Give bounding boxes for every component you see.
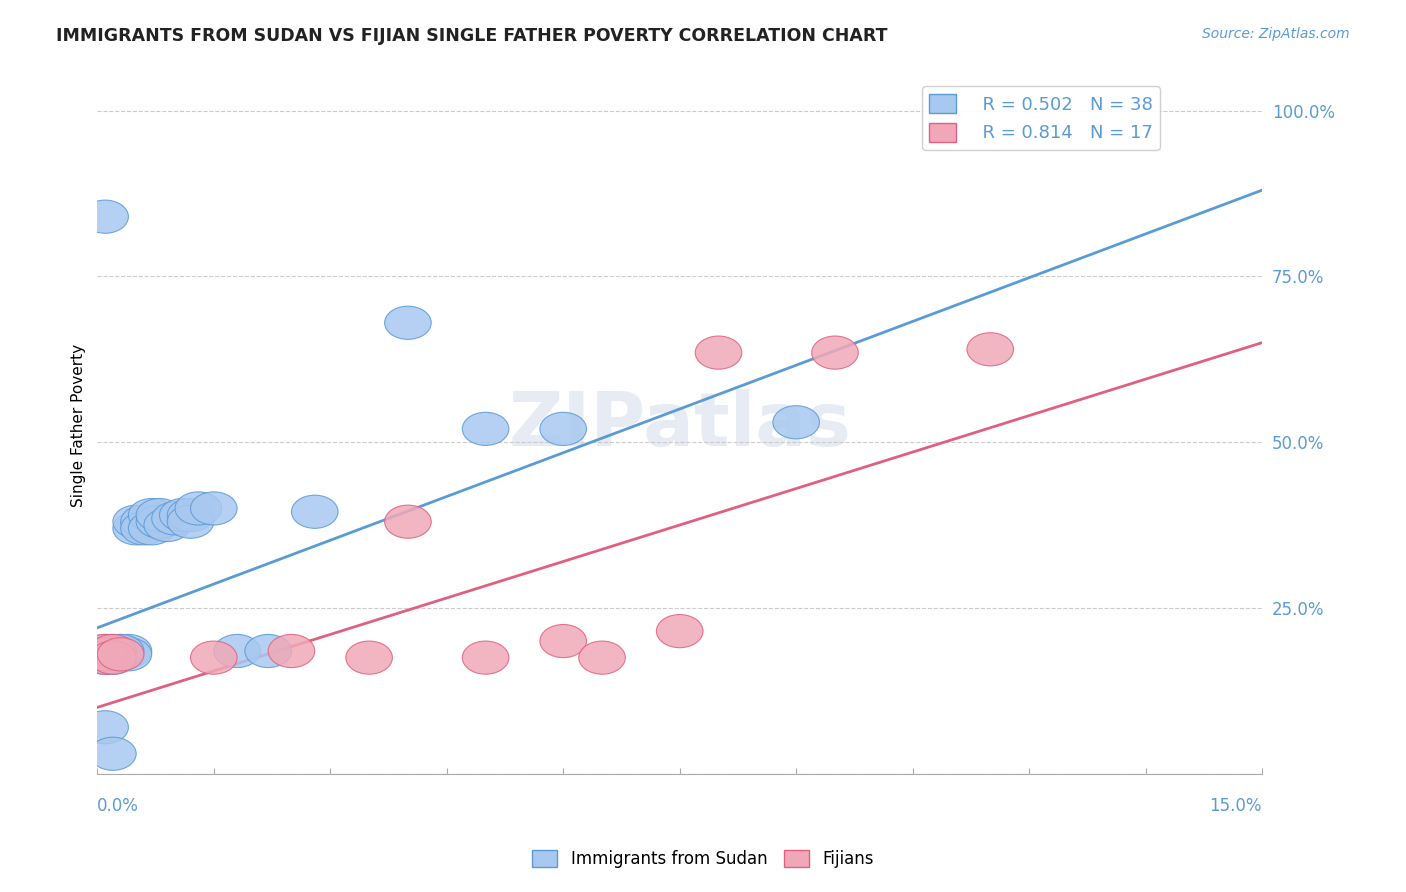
Ellipse shape xyxy=(112,512,159,545)
Ellipse shape xyxy=(97,634,143,667)
Ellipse shape xyxy=(82,634,128,667)
Ellipse shape xyxy=(463,641,509,674)
Ellipse shape xyxy=(121,505,167,538)
Ellipse shape xyxy=(385,306,432,339)
Ellipse shape xyxy=(90,641,136,674)
Ellipse shape xyxy=(97,638,143,671)
Text: IMMIGRANTS FROM SUDAN VS FIJIAN SINGLE FATHER POVERTY CORRELATION CHART: IMMIGRANTS FROM SUDAN VS FIJIAN SINGLE F… xyxy=(56,27,887,45)
Ellipse shape xyxy=(191,491,238,525)
Ellipse shape xyxy=(174,491,222,525)
Ellipse shape xyxy=(82,634,128,667)
Ellipse shape xyxy=(82,641,128,674)
Ellipse shape xyxy=(97,638,143,671)
Ellipse shape xyxy=(136,505,183,538)
Y-axis label: Single Father Poverty: Single Father Poverty xyxy=(72,344,86,508)
Ellipse shape xyxy=(90,737,136,771)
Ellipse shape xyxy=(90,641,136,674)
Ellipse shape xyxy=(112,505,159,538)
Ellipse shape xyxy=(143,508,191,541)
Ellipse shape xyxy=(245,634,291,667)
Ellipse shape xyxy=(159,499,207,532)
Ellipse shape xyxy=(346,641,392,674)
Ellipse shape xyxy=(128,512,174,545)
Ellipse shape xyxy=(540,412,586,445)
Ellipse shape xyxy=(540,624,586,657)
Ellipse shape xyxy=(385,505,432,538)
Ellipse shape xyxy=(579,641,626,674)
Ellipse shape xyxy=(695,336,742,369)
Ellipse shape xyxy=(82,638,128,671)
Ellipse shape xyxy=(269,634,315,667)
Text: 15.0%: 15.0% xyxy=(1209,797,1263,815)
Ellipse shape xyxy=(152,502,198,535)
Legend:   R = 0.502   N = 38,   R = 0.814   N = 17: R = 0.502 N = 38, R = 0.814 N = 17 xyxy=(922,87,1160,150)
Ellipse shape xyxy=(105,634,152,667)
Ellipse shape xyxy=(97,634,143,667)
Ellipse shape xyxy=(82,641,128,674)
Ellipse shape xyxy=(90,641,136,674)
Ellipse shape xyxy=(967,333,1014,366)
Ellipse shape xyxy=(90,634,136,667)
Ellipse shape xyxy=(214,634,260,667)
Ellipse shape xyxy=(291,495,337,528)
Ellipse shape xyxy=(657,615,703,648)
Ellipse shape xyxy=(82,638,128,671)
Ellipse shape xyxy=(136,499,183,532)
Ellipse shape xyxy=(121,512,167,545)
Ellipse shape xyxy=(167,505,214,538)
Ellipse shape xyxy=(167,499,214,532)
Text: 0.0%: 0.0% xyxy=(97,797,139,815)
Ellipse shape xyxy=(191,641,238,674)
Ellipse shape xyxy=(811,336,858,369)
Ellipse shape xyxy=(90,634,136,667)
Text: Source: ZipAtlas.com: Source: ZipAtlas.com xyxy=(1202,27,1350,41)
Ellipse shape xyxy=(82,200,128,234)
Ellipse shape xyxy=(463,412,509,445)
Ellipse shape xyxy=(105,638,152,671)
Ellipse shape xyxy=(773,406,820,439)
Ellipse shape xyxy=(90,638,136,671)
Text: ZIPatlas: ZIPatlas xyxy=(509,389,851,462)
Ellipse shape xyxy=(128,499,174,532)
Ellipse shape xyxy=(82,641,128,674)
Ellipse shape xyxy=(82,711,128,744)
Legend: Immigrants from Sudan, Fijians: Immigrants from Sudan, Fijians xyxy=(526,843,880,875)
